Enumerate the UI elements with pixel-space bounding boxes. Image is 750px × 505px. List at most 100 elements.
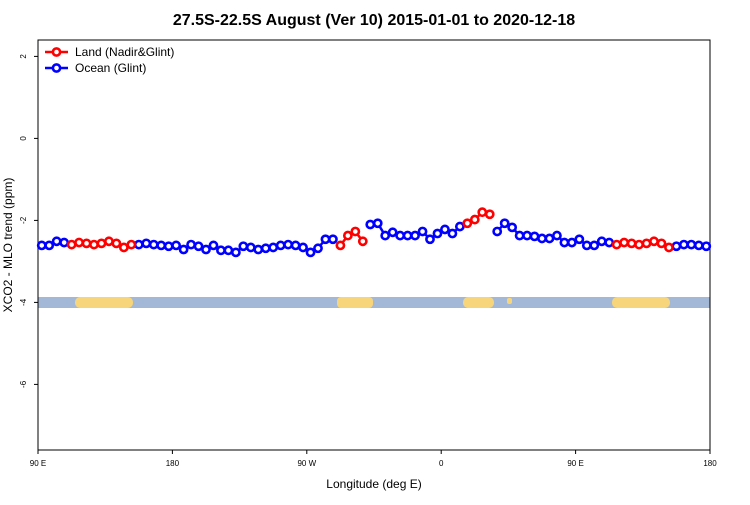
point [432, 228, 443, 239]
point [656, 238, 667, 249]
point [111, 238, 122, 249]
x-tick-label: 180 [166, 459, 180, 468]
point [275, 240, 286, 251]
land-strip [337, 297, 373, 308]
point [126, 239, 137, 250]
point [649, 236, 659, 247]
point [328, 234, 338, 245]
point [693, 240, 704, 251]
point [89, 239, 99, 250]
point [44, 240, 55, 251]
point [522, 230, 532, 241]
point [118, 242, 129, 253]
legend-marker [51, 47, 62, 57]
point [156, 240, 167, 251]
point [604, 237, 615, 248]
point [596, 236, 607, 247]
ocean-strip [38, 297, 710, 308]
y-tick-label: -4 [19, 298, 28, 306]
point [163, 241, 174, 252]
legend-label: Land (Nadir&Glint) [75, 45, 174, 59]
point [313, 243, 323, 254]
point [268, 242, 279, 253]
point [178, 244, 189, 255]
point [634, 239, 644, 250]
point [566, 237, 577, 248]
point [320, 234, 331, 245]
point [559, 237, 570, 248]
point [81, 238, 92, 249]
point [350, 226, 361, 237]
point [208, 240, 219, 251]
point [96, 238, 107, 249]
point [619, 237, 630, 248]
point [462, 218, 473, 229]
point [484, 209, 495, 220]
point [36, 240, 47, 251]
point [447, 228, 458, 239]
y-tick-label: -2 [19, 216, 28, 224]
land-mask-strip [38, 297, 710, 308]
point [440, 224, 450, 235]
land-strip [507, 298, 512, 304]
point [686, 239, 697, 250]
point [245, 242, 256, 253]
point [253, 244, 264, 255]
point [171, 240, 182, 251]
point [223, 245, 234, 256]
point [469, 214, 480, 225]
point [671, 241, 682, 252]
point [410, 230, 420, 241]
point [104, 236, 114, 247]
point [74, 237, 84, 248]
y-axis-label: XCO2 - MLO trend (ppm) [1, 178, 15, 313]
x-tick-label: 180 [703, 459, 717, 468]
point [581, 240, 592, 251]
point [365, 219, 376, 230]
point [395, 230, 406, 241]
y-tick-label: -6 [19, 380, 28, 388]
x-tick-label: 90 W [297, 459, 316, 468]
point [425, 234, 435, 245]
point [141, 238, 152, 249]
point [51, 236, 62, 247]
point [193, 241, 204, 252]
point [387, 227, 398, 238]
x-tick-label: 0 [439, 459, 444, 468]
point [283, 239, 294, 250]
point [514, 230, 525, 241]
x-axis-label: Longitude (deg E) [326, 477, 421, 491]
point [492, 226, 503, 237]
point [552, 230, 562, 241]
land-strip [75, 297, 133, 308]
point [216, 245, 226, 256]
x-tick-label: 90 E [567, 459, 583, 468]
point [201, 244, 211, 255]
point [701, 241, 712, 252]
point [305, 247, 316, 258]
point [507, 222, 518, 233]
point [402, 230, 413, 241]
chart-title: 27.5S-22.5S August (Ver 10) 2015-01-01 t… [173, 12, 575, 29]
y-tick-label: 0 [19, 136, 28, 141]
point [574, 234, 585, 245]
point [342, 230, 353, 241]
point [59, 237, 70, 248]
y-tick-label: 2 [19, 54, 28, 59]
legend-marker [51, 63, 62, 73]
point [477, 207, 488, 218]
point [611, 239, 622, 250]
point [454, 221, 465, 232]
point [133, 239, 144, 250]
point [230, 247, 241, 258]
point [678, 239, 689, 250]
point [148, 239, 159, 250]
point [626, 238, 637, 249]
legend-label: Ocean (Glint) [75, 61, 146, 75]
land-strip [463, 297, 494, 308]
x-tick-label: 90 E [30, 459, 46, 468]
point [529, 231, 540, 242]
point [238, 241, 249, 252]
point [417, 226, 428, 237]
